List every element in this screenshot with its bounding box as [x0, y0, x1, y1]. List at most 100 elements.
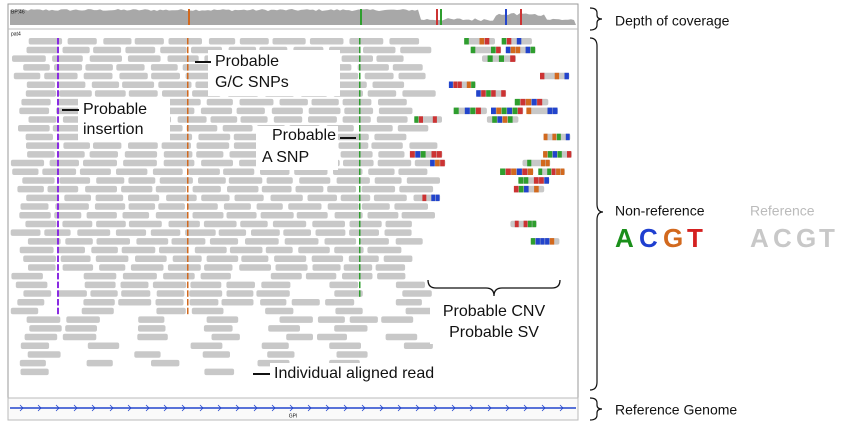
read: [11, 308, 38, 315]
read: [402, 290, 432, 297]
read: [87, 212, 117, 219]
mismatch: [567, 151, 571, 158]
mismatch: [470, 108, 475, 115]
mismatch: [476, 90, 481, 97]
read: [363, 47, 396, 54]
read: [84, 273, 117, 280]
read: [85, 282, 116, 289]
read: [20, 247, 54, 254]
snp-mark: [187, 134, 189, 141]
read: [26, 195, 59, 202]
read: [58, 247, 85, 254]
mismatch: [433, 116, 437, 123]
insertion-mark: [57, 290, 59, 297]
mismatch: [539, 177, 544, 184]
read: [123, 212, 150, 219]
read: [378, 151, 404, 158]
mismatch: [497, 116, 502, 123]
annotation: Probable CNV: [443, 303, 546, 320]
read: [158, 82, 191, 89]
read: [17, 186, 44, 193]
read: [342, 273, 373, 280]
snp-mark: [187, 73, 189, 80]
snp-mark: [187, 264, 189, 271]
read: [329, 282, 358, 289]
insertion-mark: [57, 308, 59, 315]
read: [350, 221, 382, 228]
read: [80, 169, 111, 176]
read: [16, 282, 48, 289]
read: [164, 160, 195, 167]
read: [318, 316, 345, 323]
read: [136, 238, 168, 245]
read: [99, 264, 125, 271]
mismatch: [548, 108, 553, 115]
read: [125, 47, 155, 54]
mismatch: [488, 55, 493, 62]
mismatch: [430, 160, 435, 167]
snp-mark: [187, 299, 189, 306]
read: [261, 282, 290, 289]
mismatch: [517, 38, 522, 45]
read: [226, 282, 255, 289]
read: [196, 151, 223, 158]
read: [26, 134, 53, 141]
snp-mark: [187, 82, 189, 89]
read: [151, 360, 179, 367]
read: [407, 177, 440, 184]
read: [292, 299, 320, 306]
read: [18, 125, 50, 132]
read: [93, 142, 121, 149]
read: [376, 264, 406, 271]
read: [96, 195, 124, 202]
read: [97, 238, 131, 245]
read: [95, 90, 126, 97]
mismatch: [410, 151, 415, 158]
base-letter: G: [796, 223, 816, 253]
read: [59, 177, 90, 184]
read: [375, 177, 402, 184]
read: [402, 90, 435, 97]
read: [273, 38, 306, 45]
read: [193, 186, 221, 193]
read: [163, 273, 195, 280]
mismatch: [527, 160, 531, 167]
snp-mark: [187, 238, 189, 245]
insertion-mark: [57, 186, 59, 193]
snp-mark: [359, 116, 361, 123]
mismatch: [480, 38, 485, 45]
read: [312, 221, 345, 228]
insertion-mark: [57, 116, 59, 123]
read: [365, 73, 394, 80]
mismatch: [524, 221, 528, 228]
mismatch: [540, 238, 544, 245]
snp-mark: [359, 125, 361, 132]
read: [187, 125, 218, 132]
read: [334, 325, 367, 332]
mismatch: [491, 47, 496, 54]
read: [298, 247, 330, 254]
insertion-mark: [57, 47, 59, 54]
read: [21, 99, 50, 106]
read: [349, 38, 383, 45]
mismatch: [556, 169, 560, 176]
read: [223, 169, 254, 176]
read: [85, 64, 113, 71]
read: [386, 334, 418, 341]
read: [227, 212, 257, 219]
insertion-mark: [57, 38, 59, 45]
base-letter: A: [615, 223, 634, 253]
legend-label: Reference: [750, 203, 815, 219]
read: [374, 134, 406, 141]
read: [84, 73, 113, 80]
read: [134, 351, 160, 358]
read: [343, 99, 372, 106]
read: [341, 151, 373, 158]
read: [123, 160, 157, 167]
insertion-mark: [57, 229, 59, 236]
snp-mark: [187, 186, 189, 193]
read: [335, 212, 363, 219]
mismatch: [540, 73, 544, 80]
read: [335, 308, 362, 315]
annotation: Probable: [215, 53, 279, 70]
